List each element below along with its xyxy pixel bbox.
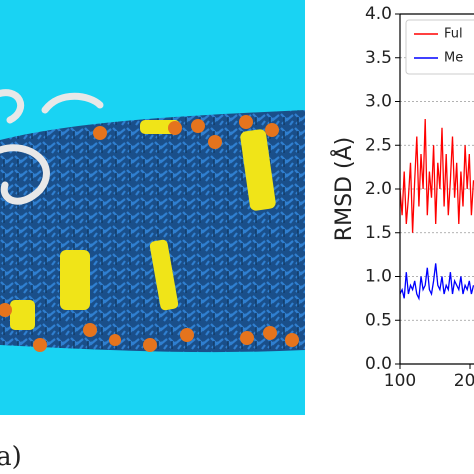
y-tick-label: 1.0 [365, 267, 392, 287]
y-tick-label: 3.5 [365, 48, 392, 68]
y-tick-label: 1.5 [365, 223, 392, 243]
series-line [399, 118, 474, 233]
y-tick-label: 0.0 [365, 354, 392, 374]
y-tick-label: 2.5 [365, 135, 392, 155]
x-tick-label: 100 [384, 371, 416, 391]
legend-box [405, 19, 474, 75]
y-axis-label: RMSD (Å) [330, 137, 357, 241]
x-tick-label: 200 [454, 371, 474, 391]
plot-area: 0.0 0.5 1.0 1.5 2.0 2.5 3.0 3.5 4.0 100 200 Ful Me [365, 4, 474, 391]
series-line [399, 263, 474, 301]
y-tick-label: 4.0 [365, 4, 392, 24]
legend-label: Ful [444, 27, 463, 42]
legend-label: Me [444, 51, 463, 66]
panel-label: (a) [0, 442, 22, 472]
membrane-image [0, 0, 305, 415]
y-tick-label: 3.0 [365, 92, 392, 112]
y-tick-label: 0.5 [365, 310, 392, 330]
y-tick-label: 2.0 [365, 179, 392, 199]
